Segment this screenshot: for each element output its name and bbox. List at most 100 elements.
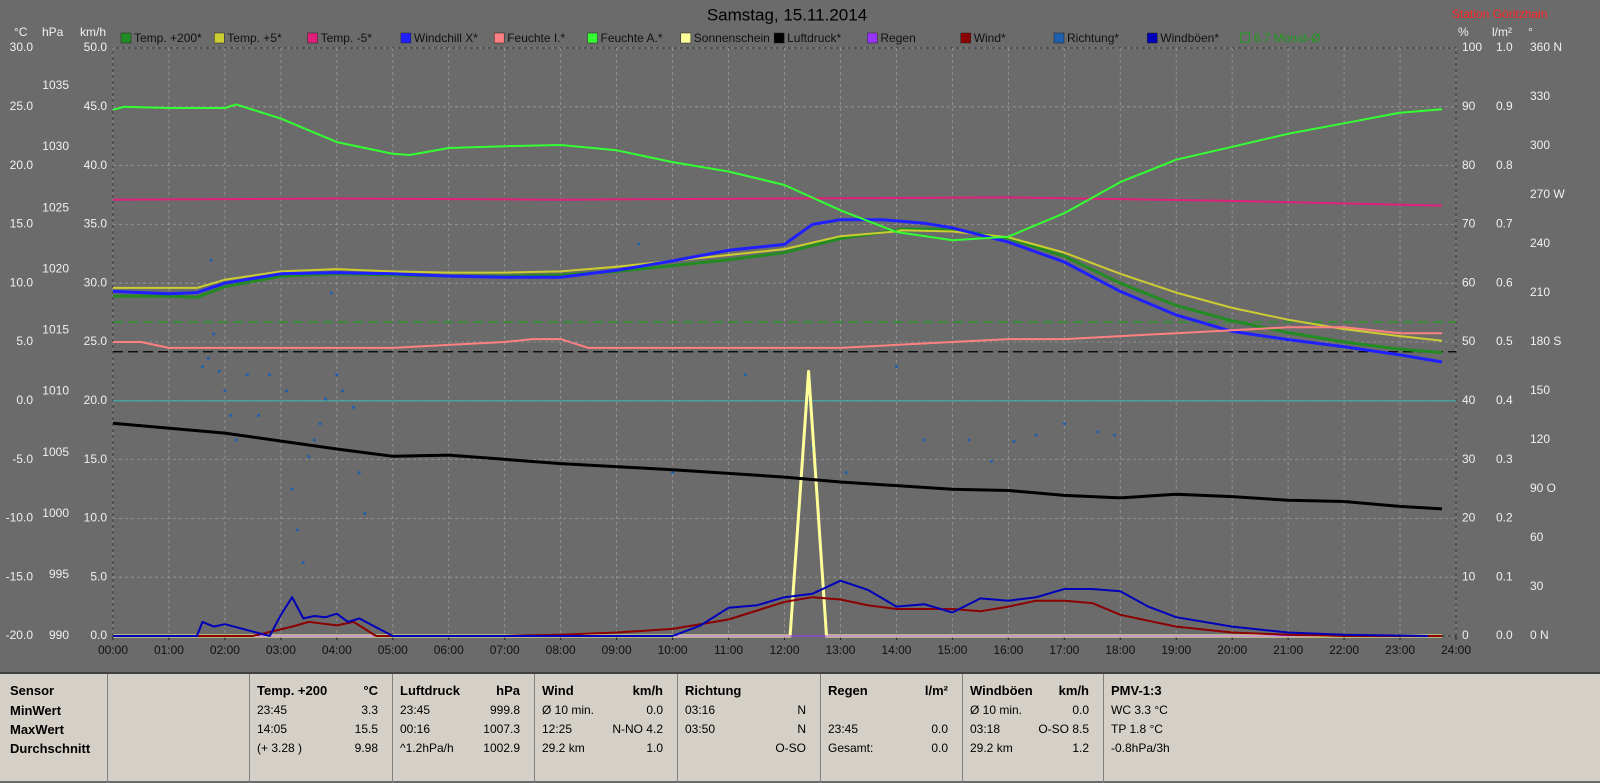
cell-left: 29.2 km [542, 741, 585, 755]
column-divider [392, 674, 393, 783]
y-tick-label: 1015 [42, 323, 69, 337]
legend-label: Temp. +200* [134, 31, 202, 45]
chart-title: Samstag, 15.11.2014 [707, 5, 867, 24]
y-tick-label: 0.3 [1496, 452, 1513, 466]
y-tick-label: 10.0 [10, 275, 34, 289]
x-tick-label: 09:00 [602, 643, 632, 657]
y-tick-label: -10.0 [6, 511, 34, 525]
y-tick-label: 0.6 [1496, 275, 1513, 289]
direction-dot [1113, 433, 1117, 437]
cell-left: 12:25 [542, 722, 573, 736]
x-tick-label: 20:00 [1217, 643, 1247, 657]
direction-dot [329, 291, 333, 295]
y-tick-label: 80 [1462, 158, 1476, 172]
x-tick-label: 15:00 [937, 643, 967, 657]
y-tick-label: 1020 [42, 261, 69, 275]
legend-swatch [214, 32, 225, 44]
legend-label: Wind* [974, 31, 1006, 45]
y-tick-label: 20.0 [10, 158, 34, 172]
direction-dot [340, 389, 344, 393]
y-tick-label: 0.0 [90, 628, 107, 642]
x-tick-label: 17:00 [1049, 643, 1079, 657]
legend-label: Windchill X* [414, 31, 478, 45]
y-tick-label: 0 [1462, 628, 1469, 642]
x-tick-label: 08:00 [546, 643, 576, 657]
axis-unit: l/m² [1492, 25, 1512, 39]
x-tick-label: 01:00 [154, 643, 184, 657]
legend-label: Sonnenschein [694, 31, 770, 45]
y-tick-label: 240 [1530, 236, 1550, 250]
direction-dot [256, 414, 260, 417]
direction-dot [296, 528, 300, 532]
column-title: Regen [828, 683, 868, 698]
direction-dot [1096, 430, 1100, 434]
y-tick-label: 0.0 [16, 393, 33, 407]
direction-dot [1012, 440, 1016, 444]
column-divider [820, 674, 821, 783]
direction-dot [1034, 433, 1038, 437]
cell-left: 00:16 [400, 722, 431, 736]
column-title: PMV-1:3 [1111, 683, 1162, 698]
legend-label: Regen [880, 31, 915, 45]
cell-left: ^1.2hPa/h [400, 741, 454, 755]
y-tick-label: 0.0 [1496, 628, 1513, 642]
direction-dot [206, 356, 210, 360]
direction-dot [229, 414, 233, 417]
column-title: Temp. +200 [257, 683, 328, 698]
y-tick-label: 60 [1530, 530, 1544, 544]
legend-label: Feuchte I.* [507, 31, 565, 45]
cell-right: 1.2 [1072, 741, 1089, 755]
cell-right: N-NO 4.2 [612, 722, 663, 736]
y-tick-label: 1025 [42, 200, 69, 214]
cell-left: TP 1.8 °C [1111, 722, 1163, 736]
y-tick-label: 30 [1462, 452, 1476, 466]
legend-label: Luftdruck* [787, 31, 841, 45]
x-tick-label: 16:00 [993, 643, 1023, 657]
direction-dot [217, 369, 221, 373]
y-tick-label: -20.0 [6, 628, 34, 642]
direction-dot [268, 373, 272, 377]
cell-left: 23:45 [400, 703, 431, 717]
y-tick-label: 10 [1462, 569, 1476, 583]
cell-right: 3.3 [361, 703, 378, 717]
y-tick-label: 60 [1462, 275, 1476, 289]
column-unit: l/m² [924, 683, 948, 698]
column-title: Wind [542, 683, 574, 698]
direction-dot [301, 561, 305, 564]
series-line [113, 227, 1443, 355]
legend-swatch [120, 32, 132, 44]
column-title: Windböen [970, 683, 1033, 698]
direction-dot [245, 373, 249, 377]
direction-dot [743, 373, 747, 377]
y-tick-label: 5.0 [90, 569, 107, 583]
legend-label: Feuchte A.* [601, 31, 663, 45]
cell-left: 23:45 [257, 703, 288, 717]
direction-dot [967, 438, 971, 442]
y-tick-label: 90 O [1530, 481, 1556, 495]
x-tick-label: 07:00 [490, 643, 520, 657]
axis-unit: % [1458, 25, 1469, 39]
cell-right: 0.0 [646, 703, 663, 717]
legend-swatch [587, 32, 598, 44]
row-label: Durchschnitt [10, 741, 91, 756]
x-tick-label: 24:00 [1441, 643, 1471, 657]
y-tick-label: 1.0 [1496, 40, 1513, 54]
cell-right: 1002.9 [483, 741, 520, 755]
x-tick-label: 10:00 [658, 643, 688, 657]
y-tick-label: 300 [1530, 138, 1550, 152]
legend-label: Richtung* [1067, 31, 1119, 45]
direction-dot [922, 438, 926, 442]
cell-left: 29.2 km [970, 741, 1013, 755]
y-tick-label: 0 N [1530, 628, 1549, 642]
direction-dot [324, 397, 328, 401]
direction-dot [844, 471, 848, 475]
legend-label: 6.7 Monat-Ø [1254, 31, 1321, 45]
y-tick-label: 1000 [42, 506, 69, 520]
y-tick-label: 1035 [42, 78, 69, 92]
direction-dot [284, 389, 288, 393]
row-label: MaxWert [10, 722, 64, 737]
y-tick-label: 0.9 [1496, 99, 1513, 113]
y-tick-label: 20 [1462, 511, 1476, 525]
legend-label: Temp. -5* [321, 31, 373, 45]
column-divider [962, 674, 963, 783]
